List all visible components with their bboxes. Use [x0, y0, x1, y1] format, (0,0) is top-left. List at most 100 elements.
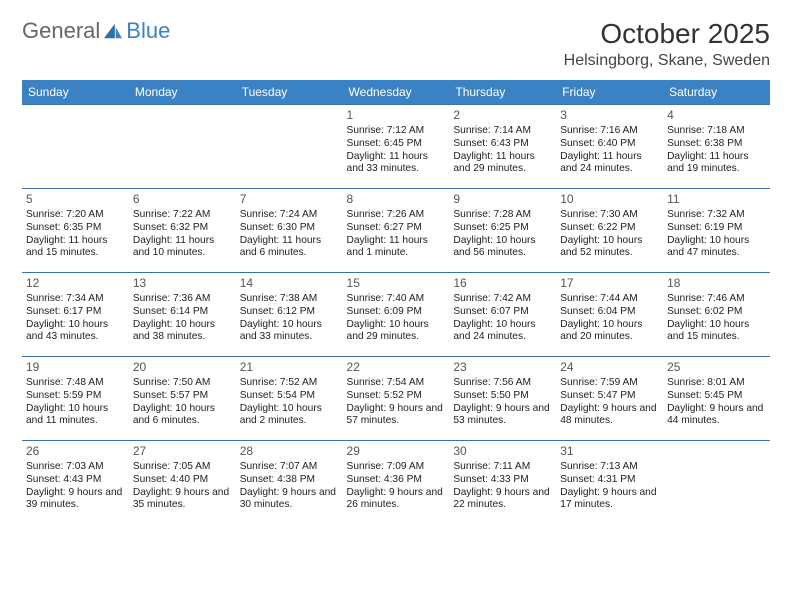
- sunrise-line: Sunrise: 7:03 AM: [26, 461, 125, 474]
- sunrise-line: Sunrise: 7:07 AM: [240, 461, 339, 474]
- day-cell: 8Sunrise: 7:26 AMSunset: 6:27 PMDaylight…: [343, 189, 450, 273]
- sunset-line: Sunset: 6:35 PM: [26, 222, 125, 235]
- day-number: 6: [133, 192, 232, 207]
- day-number: 25: [667, 360, 766, 375]
- sunrise-line: Sunrise: 7:16 AM: [560, 125, 659, 138]
- sunset-line: Sunset: 6:04 PM: [560, 306, 659, 319]
- calendar-page: General Blue October 2025 Helsingborg, S…: [0, 0, 792, 537]
- day-cell: 27Sunrise: 7:05 AMSunset: 4:40 PMDayligh…: [129, 441, 236, 519]
- day-number: 5: [26, 192, 125, 207]
- sunrise-line: Sunrise: 7:13 AM: [560, 461, 659, 474]
- day-cell: 4Sunrise: 7:18 AMSunset: 6:38 PMDaylight…: [663, 105, 770, 189]
- day-header: Sunday: [22, 80, 129, 105]
- day-header: Saturday: [663, 80, 770, 105]
- daylight-line: Daylight: 11 hours and 33 minutes.: [347, 151, 446, 177]
- daylight-line: Daylight: 9 hours and 30 minutes.: [240, 487, 339, 513]
- sunset-line: Sunset: 6:22 PM: [560, 222, 659, 235]
- week-row: 1Sunrise: 7:12 AMSunset: 6:45 PMDaylight…: [22, 105, 770, 189]
- sunset-line: Sunset: 6:40 PM: [560, 138, 659, 151]
- day-number: 21: [240, 360, 339, 375]
- sunset-line: Sunset: 6:30 PM: [240, 222, 339, 235]
- sunset-line: Sunset: 6:12 PM: [240, 306, 339, 319]
- day-header: Monday: [129, 80, 236, 105]
- daylight-line: Daylight: 10 hours and 29 minutes.: [347, 319, 446, 345]
- daylight-line: Daylight: 11 hours and 1 minute.: [347, 235, 446, 261]
- sunrise-line: Sunrise: 7:59 AM: [560, 377, 659, 390]
- day-number: 1: [347, 108, 446, 123]
- daylight-line: Daylight: 11 hours and 24 minutes.: [560, 151, 659, 177]
- daylight-line: Daylight: 10 hours and 24 minutes.: [453, 319, 552, 345]
- daylight-line: Daylight: 9 hours and 39 minutes.: [26, 487, 125, 513]
- day-cell: [129, 105, 236, 189]
- sunset-line: Sunset: 4:33 PM: [453, 474, 552, 487]
- day-cell: 17Sunrise: 7:44 AMSunset: 6:04 PMDayligh…: [556, 273, 663, 357]
- sunset-line: Sunset: 5:52 PM: [347, 390, 446, 403]
- day-cell: 30Sunrise: 7:11 AMSunset: 4:33 PMDayligh…: [449, 441, 556, 519]
- sunset-line: Sunset: 6:25 PM: [453, 222, 552, 235]
- day-cell: 3 Sunrise: 7:16 AMSunset: 6:40 PMDaylight…: [556, 105, 663, 189]
- sunset-line: Sunset: 6:19 PM: [667, 222, 766, 235]
- day-number: 3: [560, 108, 659, 123]
- day-cell: 13Sunrise: 7:36 AMSunset: 6:14 PMDayligh…: [129, 273, 236, 357]
- sunset-line: Sunset: 6:07 PM: [453, 306, 552, 319]
- week-row: 26Sunrise: 7:03 AMSunset: 4:43 PMDayligh…: [22, 441, 770, 519]
- daylight-line: Daylight: 9 hours and 53 minutes.: [453, 403, 552, 429]
- day-header: Friday: [556, 80, 663, 105]
- sunset-line: Sunset: 5:50 PM: [453, 390, 552, 403]
- sunset-line: Sunset: 6:14 PM: [133, 306, 232, 319]
- day-number: 11: [667, 192, 766, 207]
- sunrise-line: Sunrise: 7:32 AM: [667, 209, 766, 222]
- day-cell: 24Sunrise: 7:59 AMSunset: 5:47 PMDayligh…: [556, 357, 663, 441]
- sunrise-line: Sunrise: 7:14 AM: [453, 125, 552, 138]
- day-number: 7: [240, 192, 339, 207]
- day-cell: 21Sunrise: 7:52 AMSunset: 5:54 PMDayligh…: [236, 357, 343, 441]
- day-cell: [663, 441, 770, 519]
- week-row: 12Sunrise: 7:34 AMSunset: 6:17 PMDayligh…: [22, 273, 770, 357]
- week-row: 5 Sunrise: 7:20 AMSunset: 6:35 PM Daylight…: [22, 189, 770, 273]
- sunrise-line: Sunrise: 7:54 AM: [347, 377, 446, 390]
- day-number: 24: [560, 360, 659, 375]
- day-cell: 28Sunrise: 7:07 AMSunset: 4:38 PMDayligh…: [236, 441, 343, 519]
- day-cell: 16Sunrise: 7:42 AMSunset: 6:07 PMDayligh…: [449, 273, 556, 357]
- sunset-line: Sunset: 5:54 PM: [240, 390, 339, 403]
- sunrise-line: Sunrise: 7:28 AM: [453, 209, 552, 222]
- day-number: 30: [453, 444, 552, 459]
- sunrise-line: Sunrise: 7:36 AM: [133, 293, 232, 306]
- day-number: 15: [347, 276, 446, 291]
- sunrise-line: Sunrise: 7:24 AM: [240, 209, 339, 222]
- week-row: 19Sunrise: 7:48 AMSunset: 5:59 PMDayligh…: [22, 357, 770, 441]
- sunrise-line: Sunrise: 7:11 AM: [453, 461, 552, 474]
- day-cell: 29Sunrise: 7:09 AMSunset: 4:36 PMDayligh…: [343, 441, 450, 519]
- day-cell: 26Sunrise: 7:03 AMSunset: 4:43 PMDayligh…: [22, 441, 129, 519]
- month-title: October 2025: [564, 18, 770, 50]
- sunset-line: Sunset: 6:43 PM: [453, 138, 552, 151]
- day-number: 18: [667, 276, 766, 291]
- sunrise-line: Sunrise: 7:09 AM: [347, 461, 446, 474]
- daylight-line: Daylight: 10 hours and 6 minutes.: [133, 403, 232, 429]
- sunrise-line: Sunrise: 7:56 AM: [453, 377, 552, 390]
- sunrise-line: Sunrise: 7:26 AM: [347, 209, 446, 222]
- day-cell: 14Sunrise: 7:38 AMSunset: 6:12 PMDayligh…: [236, 273, 343, 357]
- logo: General Blue: [22, 18, 170, 44]
- day-number: 19: [26, 360, 125, 375]
- sunrise-line: Sunrise: 7:05 AM: [133, 461, 232, 474]
- daylight-line: Daylight: 10 hours and 52 minutes.: [560, 235, 659, 261]
- daylight-line: Daylight: 10 hours and 11 minutes.: [26, 403, 125, 429]
- daylight-line: Daylight: 11 hours and 19 minutes.: [667, 151, 766, 177]
- sunrise-line: Sunrise: 7:38 AM: [240, 293, 339, 306]
- day-cell: [236, 105, 343, 189]
- day-cell: 11Sunrise: 7:32 AMSunset: 6:19 PMDayligh…: [663, 189, 770, 273]
- sunset-line: Sunset: 6:02 PM: [667, 306, 766, 319]
- sunrise-line: Sunrise: 7:20 AM: [26, 209, 125, 222]
- sunrise-line: Sunrise: 7:48 AM: [26, 377, 125, 390]
- day-number: 4: [667, 108, 766, 123]
- daylight-line: Daylight: 9 hours and 26 minutes.: [347, 487, 446, 513]
- day-number: 2: [453, 108, 552, 123]
- daylight-line: Daylight: 10 hours and 2 minutes.: [240, 403, 339, 429]
- day-number: 16: [453, 276, 552, 291]
- header: General Blue October 2025 Helsingborg, S…: [22, 18, 770, 70]
- day-number: 22: [347, 360, 446, 375]
- day-cell: 23Sunrise: 7:56 AMSunset: 5:50 PMDayligh…: [449, 357, 556, 441]
- sunrise-line: Sunrise: 7:22 AM: [133, 209, 232, 222]
- sunrise-line: Sunrise: 7:34 AM: [26, 293, 125, 306]
